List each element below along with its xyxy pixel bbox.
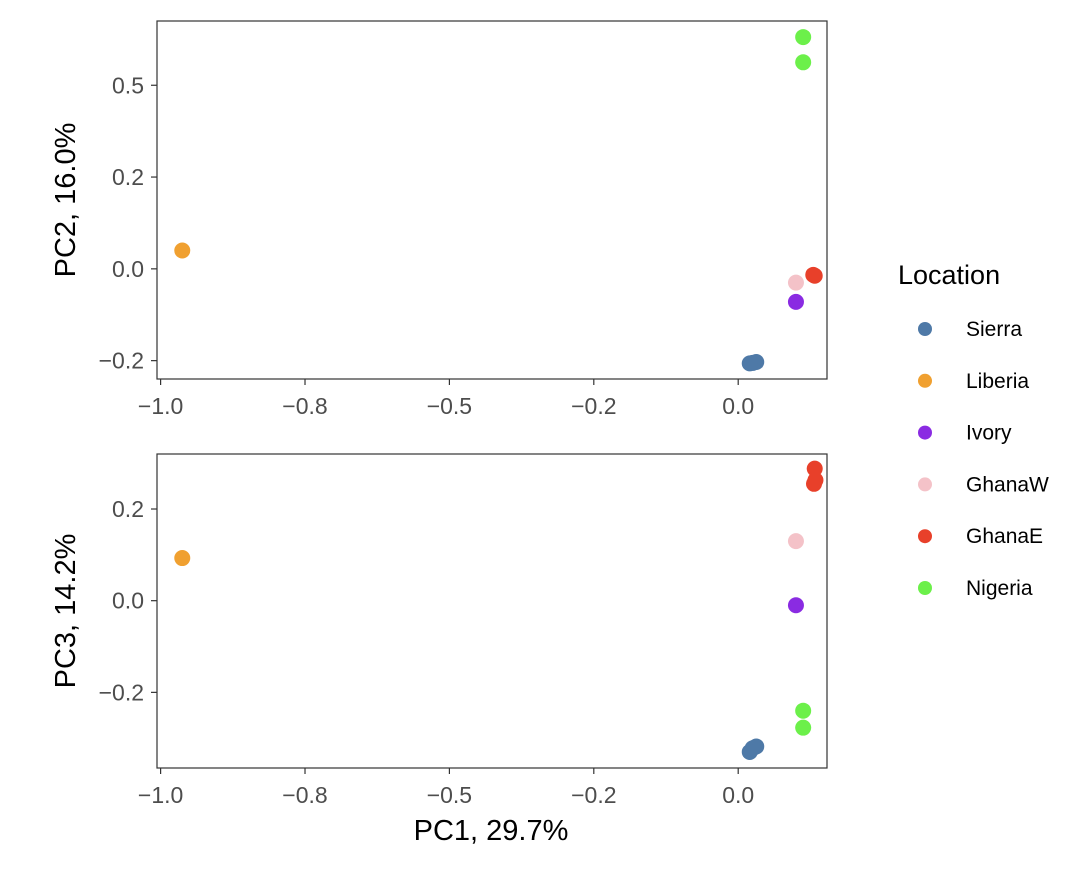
legend-item-liberia: Liberia (918, 370, 1029, 393)
y-tick-label: 0.5 (112, 72, 144, 98)
point-nigeria (795, 29, 812, 46)
point-ghanaw (787, 533, 804, 550)
legend-label: GhanaE (966, 525, 1043, 548)
y-tick-label: −0.2 (99, 679, 144, 705)
legend-key (918, 322, 932, 336)
point-ghanae (805, 266, 822, 283)
x-tick-label: −0.2 (571, 393, 616, 419)
point-nigeria (795, 54, 812, 71)
legend-label: Liberia (966, 370, 1029, 393)
y-tick-label: −0.2 (99, 348, 144, 374)
y-axis-title: PC2, 16.0% (50, 123, 82, 278)
legend-item-ghanaw: GhanaW (918, 473, 1049, 496)
panel-1: −1.0 −0.8 −0.5 −0.2 0.0 −0.2 0.0 0.2 0.5 PC2, 16.… (50, 20, 828, 419)
panel-border (156, 453, 828, 769)
legend-item-sierra: Sierra (918, 318, 1022, 341)
y-tick-label: 0.0 (112, 588, 144, 614)
panel-border (156, 20, 828, 380)
x-tick-label: −1.0 (138, 393, 183, 419)
legend: Location Sierra Liberia Ivory GhanaW GhanaE Ni… (898, 260, 1049, 600)
legend-label: Sierra (966, 318, 1022, 341)
panel-2: −1.0 −0.8 −0.5 −0.2 0.0 −0.2 0.0 0.2 PC3, 14.2% (50, 453, 828, 808)
point-ivory (787, 597, 804, 614)
x-axis-title: PC1, 29.7% (414, 815, 569, 847)
legend-key (918, 529, 932, 544)
x-tick-label: 0.0 (722, 782, 754, 808)
legend-key (918, 373, 932, 388)
x-tick-label: −0.8 (282, 393, 327, 419)
x-tick-label: −0.2 (571, 782, 616, 808)
legend-label: GhanaW (966, 473, 1049, 496)
x-tick-label: −0.5 (427, 782, 472, 808)
point-sierra (741, 743, 758, 760)
panels: −1.0 −0.8 −0.5 −0.2 0.0 −0.2 0.0 0.2 0.5 PC2, 16.… (50, 20, 828, 808)
x-tick-label: −0.5 (427, 393, 472, 419)
x-tick-label: −1.0 (138, 782, 183, 808)
legend-item-ivory: Ivory (918, 422, 1012, 445)
legend-label: Nigeria (966, 577, 1033, 600)
point-ivory (787, 293, 804, 310)
point-liberia (174, 550, 191, 567)
y-axis-title: PC3, 14.2% (50, 534, 82, 689)
point-sierra (741, 355, 758, 372)
point-nigeria (795, 719, 812, 736)
point-ghanae (806, 460, 823, 477)
point-liberia (174, 242, 191, 259)
point-ghanae (806, 475, 823, 492)
y-tick-label: 0.2 (112, 164, 144, 190)
legend-item-nigeria: Nigeria (918, 577, 1033, 600)
legend-key (918, 477, 932, 492)
legend-key (918, 581, 932, 595)
y-tick-label: 0.0 (112, 256, 144, 282)
legend-label: Ivory (966, 422, 1012, 445)
x-tick-label: −0.8 (282, 782, 327, 808)
x-tick-label: 0.0 (722, 393, 754, 419)
y-tick-label: 0.2 (112, 496, 144, 522)
legend-title: Location (898, 260, 1000, 290)
legend-key (918, 425, 932, 440)
point-nigeria (795, 702, 812, 719)
legend-item-ghanae: GhanaE (918, 525, 1043, 548)
point-ghanaw (787, 274, 804, 291)
